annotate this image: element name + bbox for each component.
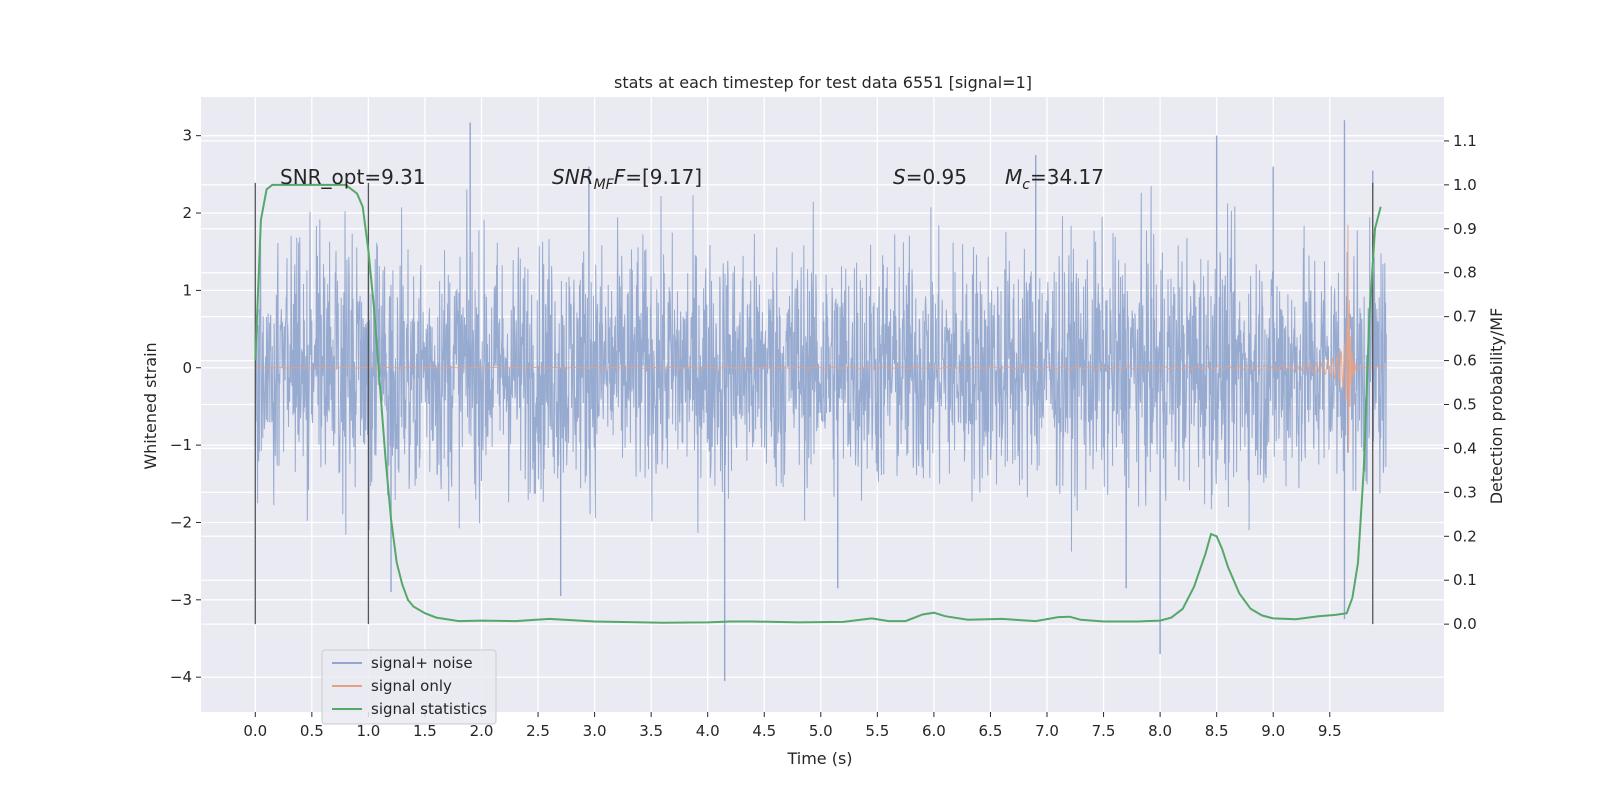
x-tick-label-12: 6.0 [922,722,946,740]
snr-mf-F: F [614,165,626,189]
x-axis-ticks: 0.0 0.5 1.0 1.5 2.0 2.5 3.0 3.5 4.0 4.5 5.0 5.5 6.0 6… [243,712,1342,740]
legend-label-signal: signal only [371,677,452,695]
annotation-snr-mf: SNRMFF=[9.17] [552,165,702,193]
annotation-s: S=0.95 [893,165,967,189]
mc-value: =34.17 [1030,165,1104,189]
x-tick-label-8: 4.0 [696,722,720,740]
y-left-tick-label-6: 2 [182,204,192,222]
s-label: S [893,165,906,189]
x-tick-label-10: 5.0 [809,722,833,740]
y-right-tick-label-8: 0.8 [1453,264,1477,282]
y-left-tick-label-4: 0 [182,359,192,377]
x-tick-label-3: 1.5 [413,722,437,740]
y-axis-left-ticks: −4 −3 −2 −1 0 1 2 3 [170,127,201,686]
annotation-snr-opt: SNR_opt=9.31 [280,165,426,189]
y-right-tick-label-10: 1.0 [1453,176,1477,194]
x-tick-label-11: 5.5 [865,722,889,740]
y-right-tick-label-5: 0.5 [1453,396,1477,414]
y-axis-left-label: Whitened strain [141,342,160,469]
x-tick-label-0: 0.0 [243,722,267,740]
y-left-tick-label-0: −4 [170,668,192,686]
y-right-tick-label-0: 0.0 [1453,615,1477,633]
x-tick-label-17: 8.5 [1205,722,1229,740]
x-tick-label-13: 6.5 [979,722,1003,740]
stats-line [254,183,1382,624]
x-tick-label-7: 3.5 [639,722,663,740]
y-left-tick-label-1: −3 [170,591,192,609]
y-right-tick-label-1: 0.1 [1453,571,1477,589]
y-left-tick-label-7: 3 [182,127,192,145]
y-left-tick-label-2: −2 [170,513,192,531]
y-right-tick-label-11: 1.1 [1453,132,1477,150]
x-tick-label-14: 7.0 [1035,722,1059,740]
x-tick-label-19: 9.5 [1318,722,1342,740]
x-axis-label: Time (s) [786,749,852,768]
x-tick-label-5: 2.5 [526,722,550,740]
y-right-tick-label-6: 0.6 [1453,352,1477,370]
s-value: =0.95 [906,165,967,189]
y-axis-right-label: Detection probability/MF [1487,308,1506,505]
legend-box [321,649,497,725]
chart-title: stats at each timestep for test data 655… [614,73,1032,92]
x-tick-label-16: 8.0 [1148,722,1172,740]
mc-sub: c [1022,177,1030,193]
y-left-tick-label-5: 1 [182,281,192,299]
y-right-tick-label-7: 0.7 [1453,308,1477,326]
x-tick-label-4: 2.0 [470,722,494,740]
snr-mf-sub: MF [594,177,615,193]
x-tick-label-1: 0.5 [300,722,324,740]
snr-mf-value: =[9.17] [625,165,702,189]
legend: signal+ noise signal only signal statist… [321,649,497,725]
noise-trace [254,185,1387,552]
series-signal-only [255,224,1387,453]
x-tick-label-18: 9.0 [1261,722,1285,740]
x-tick-label-2: 1.0 [356,722,380,740]
mc-label: M [1005,165,1022,189]
y-right-tick-label-4: 0.4 [1453,439,1477,457]
y-left-tick-label-3: −1 [170,436,192,454]
snr-mf-main: SNR [552,165,594,189]
legend-label-stats: signal statistics [371,700,487,718]
y-axis-right-ticks: 0.0 0.1 0.2 0.3 0.4 0.5 0.6 0.7 0.8 0.9 1.0 1.1 [1444,132,1477,633]
y-right-tick-label-3: 0.3 [1453,483,1477,501]
y-right-tick-label-2: 0.2 [1453,527,1477,545]
annotation-mc: Mc=34.17 [1005,165,1104,193]
legend-label-noise: signal+ noise [371,654,473,672]
y-right-tick-label-9: 0.9 [1453,220,1477,238]
x-tick-label-15: 7.5 [1092,722,1116,740]
x-tick-label-6: 3.0 [583,722,607,740]
x-tick-label-9: 4.5 [752,722,776,740]
chirp-trace [255,224,1387,453]
series-signal-statistics [254,183,1382,624]
